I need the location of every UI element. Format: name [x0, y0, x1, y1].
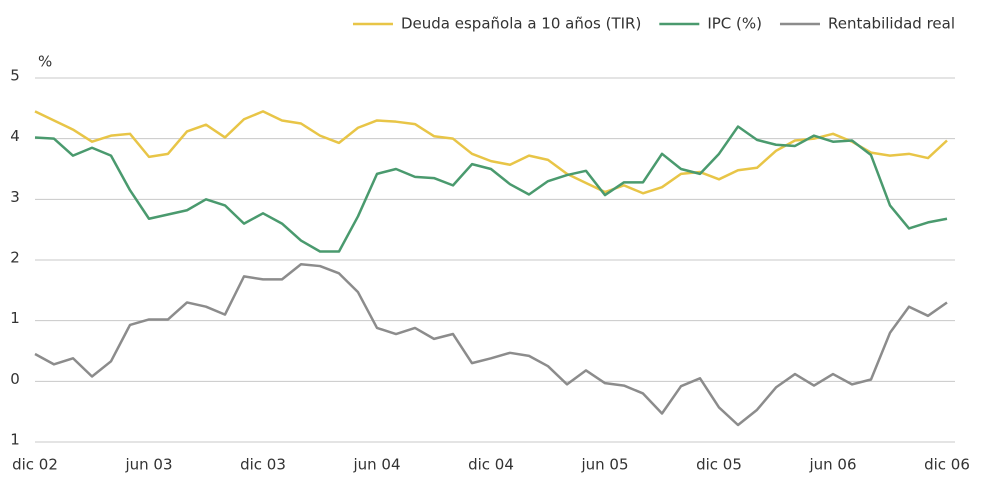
- series-line: [34, 125, 948, 253]
- x-tick-label: dic 03: [240, 456, 286, 474]
- x-tick-label: jun 05: [580, 456, 628, 474]
- y-tick-label: 0: [10, 370, 20, 388]
- series-line: [34, 262, 948, 427]
- y-tick-label: 2: [10, 249, 20, 267]
- series-line: [34, 110, 948, 195]
- y-tick-label: 1: [10, 309, 20, 327]
- y-axis-label: %: [38, 53, 52, 71]
- y-tick-label: 1: [10, 431, 20, 449]
- x-tick-label: dic 04: [468, 456, 514, 474]
- y-tick-label: 3: [10, 188, 20, 206]
- y-tick-label: 5: [10, 67, 20, 85]
- x-tick-label: jun 06: [808, 456, 856, 474]
- legend-label: Rentabilidad real: [828, 15, 955, 33]
- x-tick-label: dic 05: [696, 456, 742, 474]
- y-tick-label: 4: [10, 127, 20, 145]
- legend-label: Deuda española a 10 años (TIR): [401, 15, 641, 33]
- x-tick-label: jun 04: [352, 456, 400, 474]
- legend-label: IPC (%): [707, 15, 762, 33]
- x-tick-label: jun 03: [124, 456, 172, 474]
- x-tick-label: dic 02: [12, 456, 58, 474]
- x-tick-label: dic 06: [924, 456, 970, 474]
